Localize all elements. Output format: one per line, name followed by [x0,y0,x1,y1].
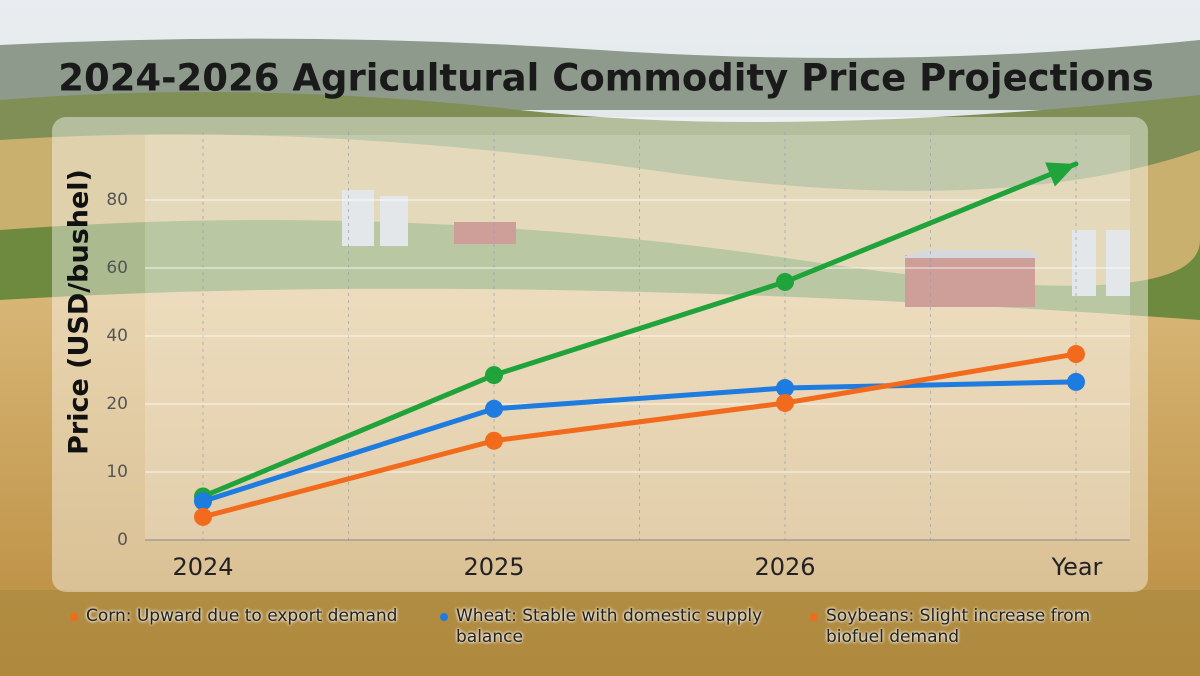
series-line [200,161,1079,499]
annotation: Wheat: Stable with domestic supply balan… [440,606,770,648]
y-tick-label: 10 [106,462,128,482]
annotation-bullet [70,613,78,621]
point [194,492,212,511]
point [485,431,503,450]
point [485,366,503,385]
x-tick-label: 2024 [172,553,233,581]
chart-title: 2024-2026 Agricultural Commodity Price P… [58,57,1154,100]
point [1067,372,1085,391]
series-line [200,379,1079,504]
x-tick-label: 2026 [754,553,815,581]
annotations: Corn: Upward due to export demand Wheat: … [70,606,1140,648]
annotation-text: Corn: Upward due to export demand [86,606,398,626]
point [776,379,794,398]
chart-panel [52,117,1148,592]
annotation: Soybeans: Slight increase from biofuel d… [810,606,1140,648]
y-axis-label: Price (USD/bushel) [64,169,95,455]
y-tick-label: 20 [106,394,128,414]
x-axis-label: Year [1051,553,1103,581]
annotation-text: Wheat: Stable with domestic supply balan… [456,606,763,647]
point [485,399,503,418]
annotation-bullet [810,613,818,621]
y-tick-label: 0 [117,530,128,550]
x-tick-label: 2025 [463,553,524,581]
series-line [200,351,1079,520]
annotation: Corn: Upward due to export demand [70,606,400,648]
arrowhead [1045,162,1076,187]
point [776,272,794,291]
annotation-bullet [440,613,448,621]
point [1067,345,1085,364]
point [194,507,212,526]
y-tick-label: 80 [106,190,128,210]
annotation-text: Soybeans: Slight increase from biofuel d… [826,606,1091,647]
y-tick-label: 40 [106,326,128,346]
plot-area [145,135,1130,540]
y-tick-label: 60 [106,258,128,278]
point [776,393,794,412]
